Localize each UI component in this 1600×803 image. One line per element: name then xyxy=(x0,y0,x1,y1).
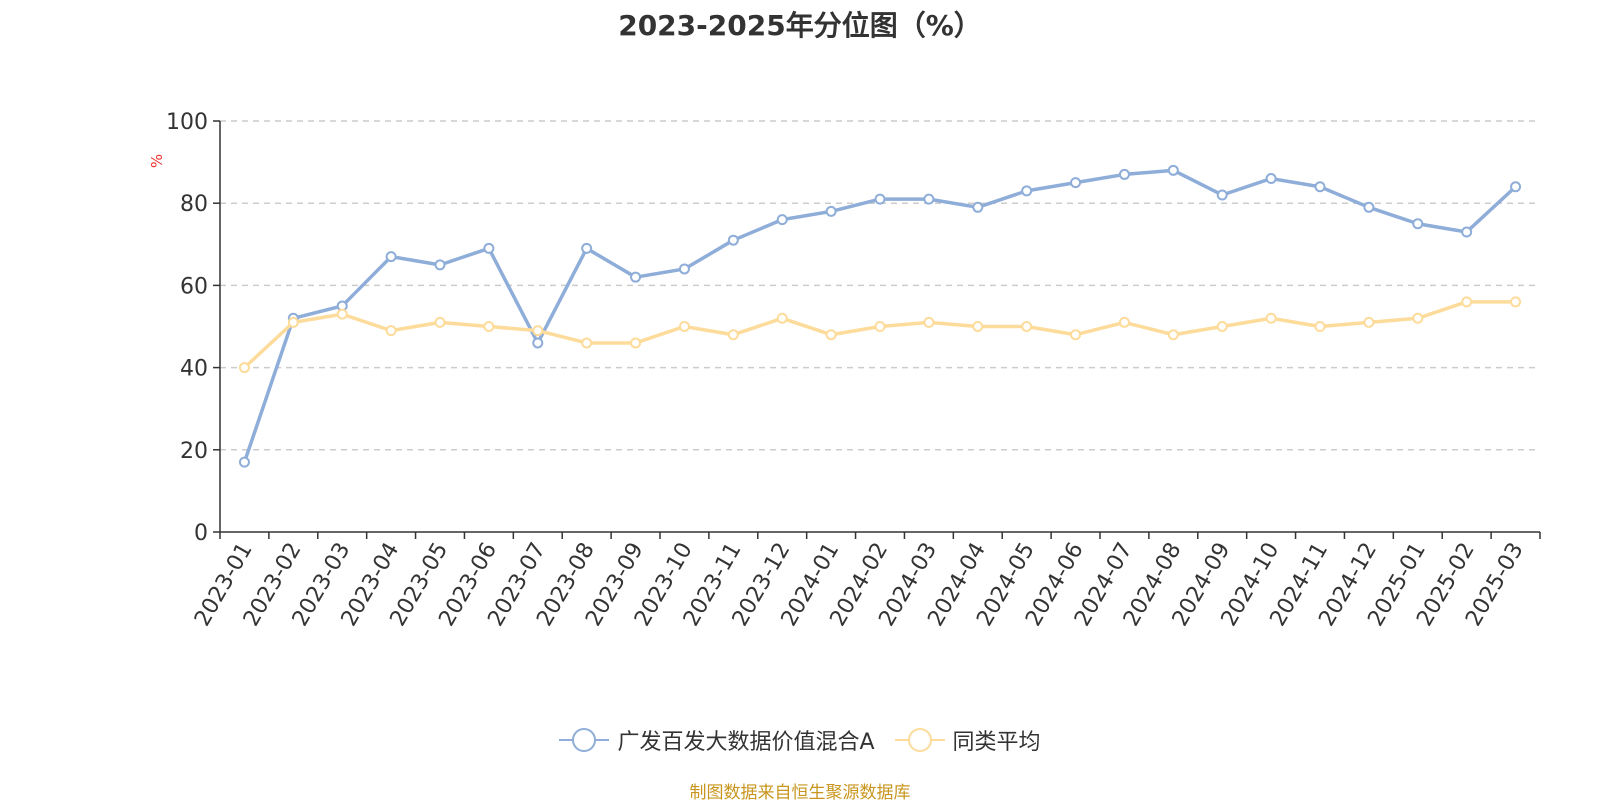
y-tick-label-100: 100 xyxy=(166,110,208,135)
series-0-point-2024-03 xyxy=(923,193,935,205)
series-0-point-2023-01 xyxy=(238,456,250,468)
series-1-point-2024-10 xyxy=(1265,312,1277,324)
legend-label-series-0: 广发百发大数据价值混合A xyxy=(617,730,875,755)
y-tick-label-20: 20 xyxy=(180,439,208,464)
legend-symbol-series-0 xyxy=(559,727,610,753)
legend-symbol-series-1 xyxy=(894,727,945,753)
series-1-point-2024-01 xyxy=(825,329,837,341)
series-1-point-2023-12 xyxy=(776,312,788,324)
series-0-point-2023-05 xyxy=(434,259,446,271)
series-0-point-2023-12 xyxy=(776,214,788,226)
series-1-point-2024-12 xyxy=(1363,316,1375,328)
series-0-point-2023-04 xyxy=(385,251,397,263)
series-0-point-2023-08 xyxy=(581,242,593,254)
series-1-point-2024-08 xyxy=(1167,329,1179,341)
y-tick-label-0: 0 xyxy=(194,521,208,546)
series-0-point-2024-06 xyxy=(1070,177,1082,189)
series-1-point-2023-07 xyxy=(532,325,544,337)
series-1-point-2023-01 xyxy=(238,362,250,374)
series-1-point-2023-06 xyxy=(483,321,495,332)
series-0-point-2024-09 xyxy=(1216,189,1228,201)
series-0-point-2023-09 xyxy=(630,271,642,283)
series-0-point-2024-01 xyxy=(825,205,837,217)
series-1-point-2024-11 xyxy=(1314,321,1326,332)
series-0-point-2023-07 xyxy=(532,337,544,349)
y-tick-label-80: 80 xyxy=(180,192,208,217)
series-1-point-2023-03 xyxy=(336,308,348,320)
series-1-point-2025-03 xyxy=(1510,296,1522,308)
legend-item-series-1[interactable]: 同类平均 xyxy=(894,724,1041,756)
series-0-point-2023-10 xyxy=(678,263,690,275)
series-0-point-2024-10 xyxy=(1265,173,1277,185)
source-note: 制图数据来自恒生聚源数据库 xyxy=(689,783,911,803)
series-1-point-2023-09 xyxy=(630,337,642,349)
series-1-point-2024-03 xyxy=(923,316,935,328)
series-1-point-2024-04 xyxy=(972,321,984,332)
series-1-point-2024-02 xyxy=(874,321,886,332)
series-1-point-2024-05 xyxy=(1021,321,1033,332)
chart-title: 2023-2025年分位图（%） xyxy=(618,9,982,42)
series-1-point-2023-02 xyxy=(287,316,299,328)
legend-label-series-1: 同类平均 xyxy=(952,730,1041,755)
series-1-point-2023-10 xyxy=(678,321,690,332)
series-1-point-2025-02 xyxy=(1461,296,1473,308)
series-0-point-2024-04 xyxy=(972,201,984,213)
series-0-point-2024-02 xyxy=(874,193,886,205)
series-0-point-2023-11 xyxy=(727,234,739,246)
series-1-point-2025-01 xyxy=(1412,312,1424,324)
y-tick-label-60: 60 xyxy=(180,274,208,299)
series-0-point-2024-05 xyxy=(1021,185,1033,197)
series-1-point-2023-05 xyxy=(434,316,446,328)
series-line-0 xyxy=(242,168,1518,464)
series-0-point-2025-03 xyxy=(1510,181,1522,193)
legend-item-series-0[interactable]: 广发百发大数据价值混合A xyxy=(559,724,875,756)
series-1-point-2023-04 xyxy=(385,325,397,337)
series-0-point-2025-02 xyxy=(1461,226,1473,238)
series-0-point-2024-11 xyxy=(1314,181,1326,193)
series-0-point-2024-08 xyxy=(1167,164,1179,176)
series-line-1 xyxy=(242,300,1518,370)
y-tick-label-40: 40 xyxy=(180,357,208,382)
series-1-point-2024-06 xyxy=(1070,329,1082,341)
y-axis-label: % xyxy=(148,154,166,168)
series-1-point-2023-08 xyxy=(581,337,593,349)
series-0-point-2024-12 xyxy=(1363,201,1375,213)
series-1-point-2024-07 xyxy=(1118,316,1130,328)
series-0-point-2023-06 xyxy=(483,242,495,254)
series-0-point-2024-07 xyxy=(1118,168,1130,180)
series-1-point-2024-09 xyxy=(1216,321,1228,332)
chart-legend: 广发百发大数据价值混合A 同类平均 xyxy=(0,724,1600,756)
series-0-point-2025-01 xyxy=(1412,218,1424,230)
series-1-point-2023-11 xyxy=(727,329,739,341)
